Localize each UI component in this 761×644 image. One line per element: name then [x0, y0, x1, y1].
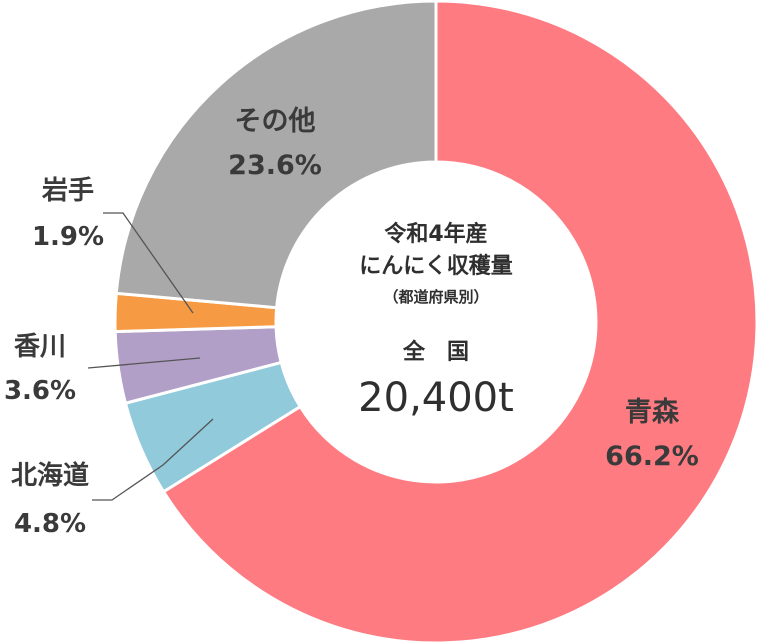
slice-1-percent-label: 4.8%: [14, 509, 86, 539]
slice-1-leader-line: [92, 418, 214, 501]
center-total-label: 全 国: [402, 339, 469, 365]
slice-labels: 青森 66.2% 北海道 4.8% 香川 3.6% 岩手 1.9% その他 23.6%: [4, 106, 699, 539]
slice-1-name-label: 北海道: [11, 460, 89, 491]
slice-4-percent-label: 23.6%: [228, 150, 322, 181]
leader-lines: [87, 212, 214, 501]
slice-0-name-label: 青森: [625, 397, 680, 428]
center-title-line3: （都道府県別）: [383, 288, 488, 306]
slice-2-leader-line: [87, 357, 201, 369]
slice-3-leader-line: [103, 212, 194, 314]
slice-2-percent-label: 3.6%: [4, 376, 76, 406]
center-title-line2: にんにく収穫量: [359, 253, 513, 279]
slice-3-percent-label: 1.9%: [32, 222, 104, 252]
slices-layer: [113, 0, 759, 644]
slice-2-name-label: 香川: [14, 332, 66, 362]
center-total-value: 20,400t: [358, 375, 514, 421]
center-title-line1: 令和4年産: [384, 221, 487, 247]
slice-0-percent-label: 66.2%: [605, 441, 699, 472]
slice-0-wedge: [161, 0, 759, 644]
slice-3-name-label: 岩手: [41, 176, 94, 206]
slice-4-name-label: その他: [235, 106, 316, 137]
center-label: 令和4年産 にんにく収穫量 （都道府県別） 全 国 20,400t: [358, 221, 514, 421]
slice-4-wedge: [114, 0, 438, 310]
